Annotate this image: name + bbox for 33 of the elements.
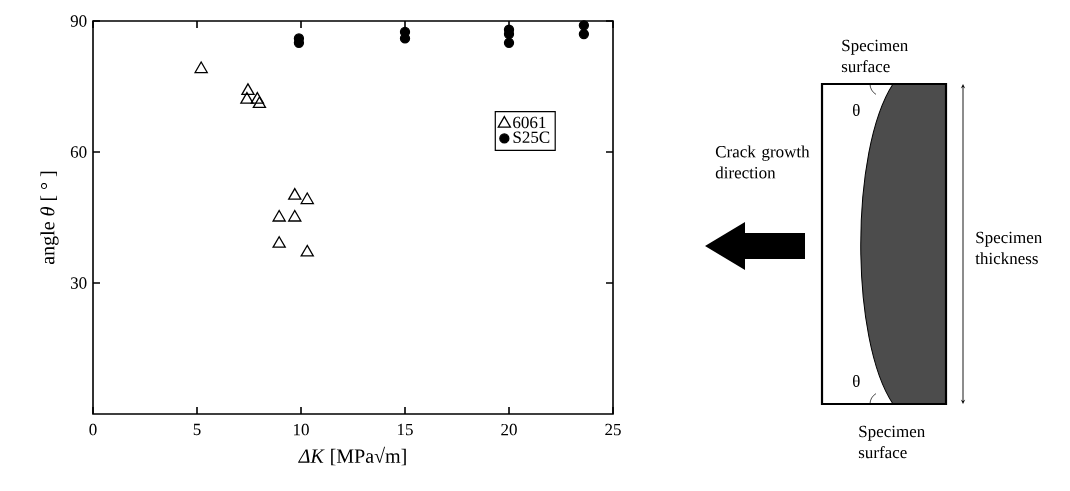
x-tick-label: 15 — [397, 423, 413, 436]
point — [300, 192, 314, 205]
y-tick-label: 60 — [70, 146, 87, 158]
text: θ — [853, 103, 860, 117]
point — [272, 236, 286, 248]
y-tick-label: 30 — [70, 277, 87, 289]
point — [194, 61, 208, 74]
y-tick-label: 90 — [70, 15, 87, 27]
x-tick-label: 10 — [294, 423, 309, 436]
x-tick-label: 5 — [193, 423, 201, 436]
point — [252, 96, 267, 109]
text: Specimen surface — [841, 39, 909, 73]
point — [272, 209, 286, 222]
point — [300, 244, 314, 257]
x-axis-title: ΔK [MPa√m] — [298, 446, 406, 466]
point — [241, 83, 255, 96]
text: Specimen surface — [858, 425, 926, 459]
point — [503, 37, 515, 48]
point — [578, 28, 590, 40]
x-tick-label: 20 — [501, 423, 517, 436]
point — [288, 188, 302, 200]
point — [240, 91, 254, 104]
legend-label: 6061 — [513, 116, 546, 129]
point — [288, 209, 302, 222]
y-axis-title: angle θ [ ° ] — [40, 171, 59, 265]
point — [250, 91, 265, 104]
legend-label: S25C — [513, 131, 550, 143]
x-tick-label: 25 — [605, 423, 621, 436]
x-tick-label: 0 — [89, 423, 97, 436]
text: θ — [853, 374, 860, 388]
text: Crack growth direction — [715, 145, 810, 179]
point — [578, 20, 590, 31]
text: Specimen thickness — [975, 231, 1043, 265]
